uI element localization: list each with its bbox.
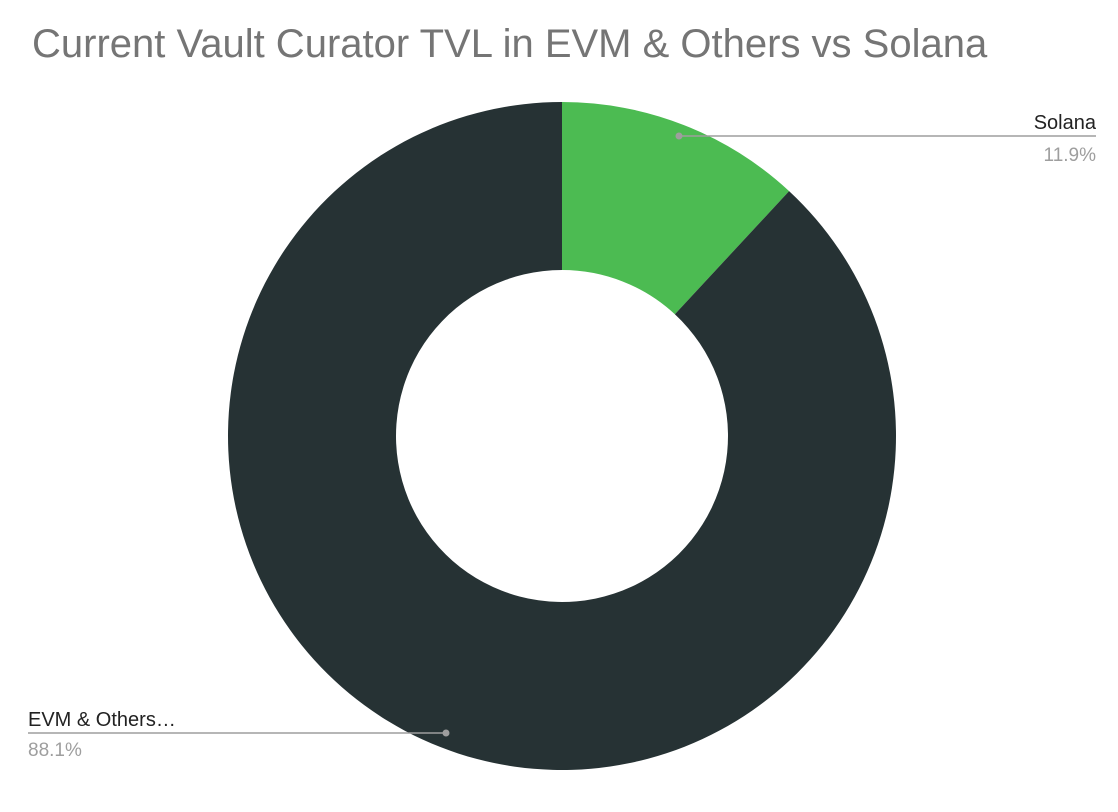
- slice-evm-others: [228, 102, 896, 770]
- slice-label: EVM & Others…: [28, 709, 176, 731]
- leader-dot: [675, 132, 683, 140]
- labels-group: Solana 11.9% EVM & Others… 88.1%: [28, 112, 1097, 761]
- leader-dot: [442, 729, 450, 737]
- chart-title: Current Vault Curator TVL in EVM & Other…: [32, 22, 988, 66]
- slices-group: [228, 102, 896, 770]
- slice-solana: [562, 102, 790, 315]
- slice-percent-label: 11.9%: [1044, 145, 1097, 166]
- slice-percent-label: 88.1%: [28, 740, 82, 761]
- slice-label: Solana: [1034, 112, 1097, 134]
